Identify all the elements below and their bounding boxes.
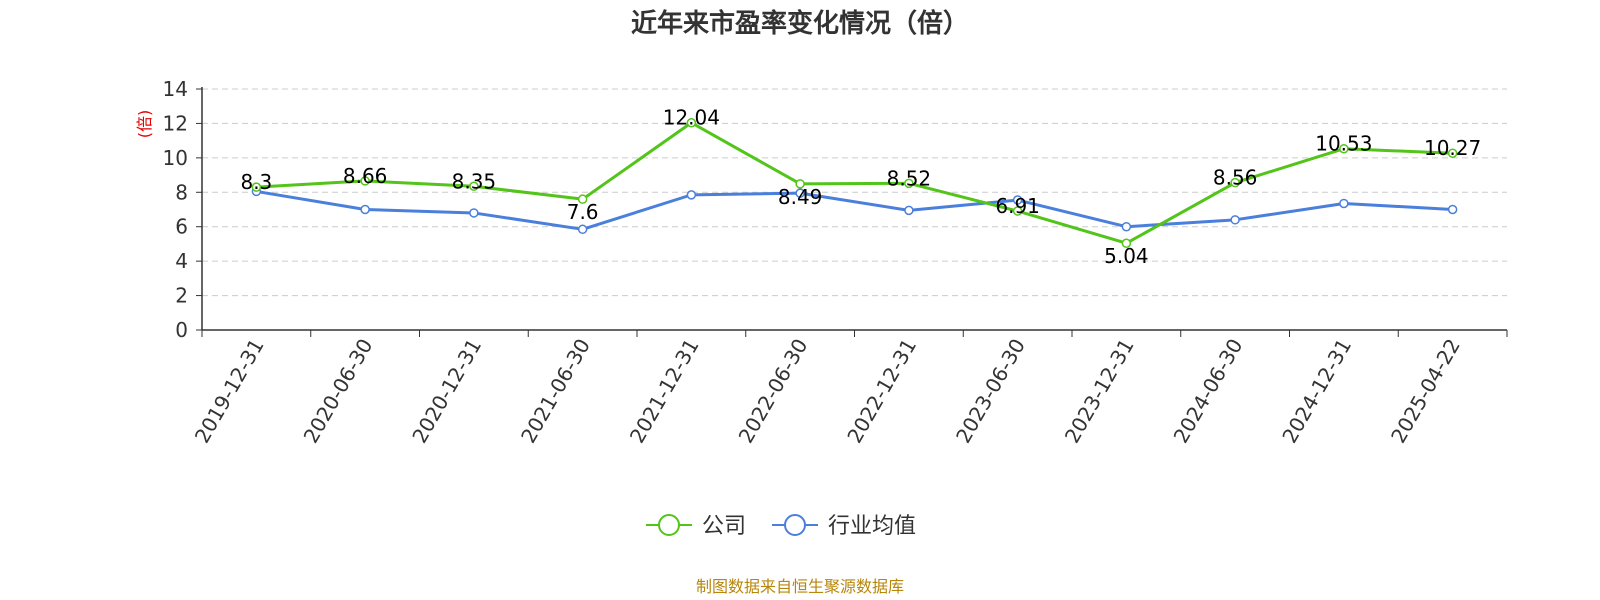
data-label: 6.91: [995, 194, 1040, 218]
y-tick-label: 8: [175, 180, 188, 204]
x-tick-label: 2019-12-31: [190, 335, 269, 448]
data-label: 8.56: [1213, 166, 1258, 190]
axes: 0 2 4 6 8 10 12 14 2019-12-31 2020-06-30 2020-12-3…: [163, 77, 1508, 448]
data-label: 8.35: [452, 169, 497, 193]
data-label: 8.52: [887, 166, 932, 190]
data-point: [904, 205, 914, 216]
data-labels: 8.3 8.66 8.35 7.6 12.04 8.49 8.52 6.91 5.04 8.56 1…: [240, 106, 1481, 268]
data-label: 8.3: [240, 170, 272, 194]
data-point: [1230, 215, 1240, 225]
data-label: 10.53: [1315, 132, 1372, 156]
series-line: [256, 189, 1453, 231]
data-label: 7.6: [567, 200, 599, 224]
series-lines: [251, 117, 1458, 248]
x-tick-label: 2020-06-30: [299, 335, 378, 448]
x-tick-label: 2022-06-30: [734, 335, 813, 448]
chart-title: 近年来市盈率变化情况（倍）: [631, 8, 969, 39]
legend-label: 行业均值: [828, 514, 916, 539]
source-note: 制图数据来自恒生聚源数据库: [696, 577, 904, 596]
x-tick-label: 2025-04-22: [1386, 335, 1465, 448]
data-point: [1012, 206, 1023, 216]
data-label: 5.04: [1104, 244, 1149, 268]
data-point: [1447, 204, 1458, 215]
data-point: [360, 176, 370, 186]
data-point: [469, 181, 479, 192]
y-tick-label: 4: [175, 249, 188, 273]
x-tick-label: 2022-12-31: [842, 335, 921, 448]
data-point: [686, 190, 697, 200]
data-point: [1121, 221, 1132, 232]
x-tick-label: 2023-06-30: [951, 335, 1030, 448]
data-label: 8.66: [343, 164, 388, 188]
y-tick-label: 12: [163, 111, 188, 135]
y-tick-label: 14: [163, 77, 188, 101]
data-point: [469, 208, 479, 218]
y-tick-label: 2: [175, 284, 188, 308]
series-line: [256, 121, 1453, 245]
legend-marker: [658, 514, 680, 536]
y-axis-unit-label: (倍): [135, 110, 154, 139]
data-point: [686, 117, 697, 128]
y-tick-label: 6: [175, 215, 188, 239]
legend-item[interactable]: 行业均值: [772, 514, 916, 539]
x-tick-label: 2024-06-30: [1169, 335, 1248, 448]
data-point: [1012, 195, 1023, 205]
data-point: [1230, 177, 1240, 188]
data-point: [1339, 198, 1349, 209]
legend[interactable]: 公司 行业均值: [646, 514, 916, 539]
data-point: [1447, 148, 1458, 158]
data-label: 8.49: [778, 185, 823, 209]
data-point: [577, 224, 588, 235]
data-point: [904, 178, 914, 189]
y-tick-label: 10: [163, 146, 188, 170]
legend-item[interactable]: 公司: [646, 514, 746, 539]
data-point: [251, 182, 262, 192]
legend-label: 公司: [702, 514, 746, 539]
data-point: [1121, 238, 1132, 248]
data-point: [1339, 143, 1349, 154]
legend-marker: [784, 514, 806, 536]
data-label: 10.27: [1424, 136, 1481, 160]
y-tick-label: 0: [175, 318, 188, 342]
x-tick-label: 2024-12-31: [1277, 335, 1356, 448]
data-point: [795, 179, 805, 189]
data-label: 12.04: [663, 106, 720, 130]
data-point: [795, 188, 805, 198]
x-tick-label: 2020-12-31: [407, 335, 486, 448]
grid-lines: [202, 88, 1507, 297]
data-point: [360, 204, 370, 215]
x-tick-label: 2021-12-31: [625, 335, 704, 448]
x-tick-label: 2021-06-30: [516, 335, 595, 448]
x-tick-label: 2023-12-31: [1060, 335, 1139, 448]
data-point: [577, 194, 588, 204]
